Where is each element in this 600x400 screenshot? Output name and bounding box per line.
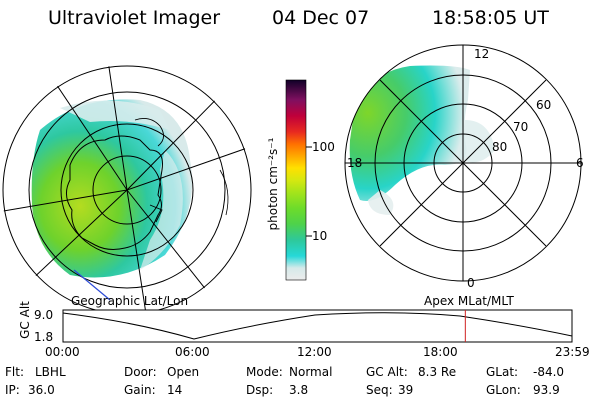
filter-label: Flt:: [5, 365, 24, 379]
date-label: 04 Dec 07: [272, 7, 370, 29]
mlt-label-0: 0: [467, 276, 475, 290]
mlt-label-12: 12: [474, 47, 490, 61]
mlat-label-60: 60: [536, 98, 552, 112]
door-value: Open: [167, 365, 200, 379]
left-map-caption: Geographic Lat/Lon: [71, 294, 189, 308]
apex-polar-map: [344, 44, 582, 282]
colorbar-tick-10: 10: [312, 229, 328, 243]
timeline-ytick-min: 1.8: [34, 330, 54, 344]
app-title: Ultraviolet Imager: [48, 7, 221, 29]
timeline-ylabel: GC Alt: [18, 301, 32, 339]
seq-label: Seq:: [366, 383, 393, 397]
timeline-ytick-max: 9.0: [34, 308, 54, 322]
gain-value: 14: [167, 383, 183, 397]
filter-value: LBHL: [35, 365, 66, 379]
colorbar-tick-100: 100: [312, 140, 335, 154]
timeline-xtick-0000: 00:00: [45, 345, 80, 359]
timeline-xtick-2359: 23:59: [555, 345, 590, 359]
ip-value: 36.0: [28, 383, 55, 397]
geographic-map: [2, 65, 252, 315]
right-map-caption: Apex MLat/MLT: [424, 294, 514, 308]
ip-label: IP:: [5, 383, 20, 397]
glat-label: GLat:: [486, 365, 519, 379]
mlat-label-80: 80: [492, 140, 508, 154]
aurora-emission-left: [31, 99, 193, 278]
glat-value: -84.0: [533, 365, 565, 379]
altitude-timeline: [62, 309, 573, 343]
time-label: 18:58:05 UT: [432, 7, 549, 29]
mlt-label-18: 18: [347, 156, 363, 170]
colorbar-label: photon cm⁻²s⁻¹: [266, 137, 280, 231]
mlt-label-6: 6: [576, 156, 584, 170]
gc-alt-value: 8.3 Re: [418, 365, 457, 379]
door-label: Door:: [124, 365, 157, 379]
color-scale: [285, 79, 312, 281]
altitude-curve: [62, 312, 573, 340]
seq-value: 39: [398, 383, 414, 397]
glon-value: 93.9: [533, 383, 560, 397]
timeline-xtick-1800: 18:00: [423, 345, 458, 359]
timeline-xtick-1200: 12:00: [297, 345, 332, 359]
dsp-label: Dsp:: [246, 383, 274, 397]
mode-value: Normal: [289, 365, 333, 379]
gain-label: Gain:: [124, 383, 156, 397]
timeline-xtick-0600: 06:00: [175, 345, 210, 359]
mode-label: Mode:: [246, 365, 283, 379]
mlat-label-70: 70: [513, 120, 529, 134]
dsp-value: 3.8: [289, 383, 309, 397]
aurora-emission-right: [349, 65, 470, 201]
gc-alt-label: GC Alt:: [366, 365, 408, 379]
glon-label: GLon:: [486, 383, 521, 397]
